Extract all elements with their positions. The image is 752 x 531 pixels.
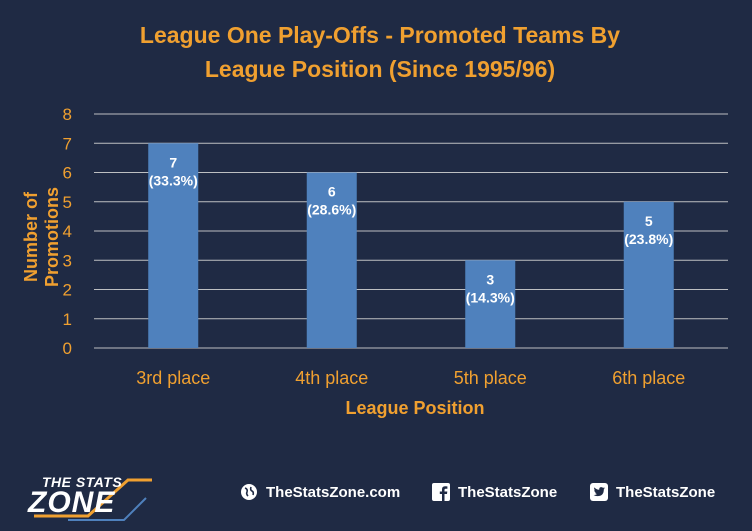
data-label-value: 3 [486, 271, 494, 287]
bar [306, 172, 357, 348]
x-tick-label: 3rd place [136, 368, 210, 388]
data-label-value: 5 [645, 213, 653, 229]
facebook-icon [432, 483, 450, 501]
facebook-link[interactable]: TheStatsZone [432, 482, 557, 502]
y-tick-label: 1 [63, 310, 72, 329]
logo-top-text: THE STATS [42, 474, 123, 490]
y-axis-label: Number of Promotions [21, 187, 62, 288]
x-tick-label: 5th place [454, 368, 527, 388]
y-tick-label: 8 [63, 105, 72, 124]
data-label-percent: (14.3%) [466, 289, 515, 305]
x-axis-label: League Position [345, 398, 485, 418]
website-link[interactable]: TheStatsZone.com [240, 482, 400, 502]
logo-swoosh-icon [34, 478, 152, 521]
chart-title-line-1: League One Play-Offs - Promoted Teams By [139, 22, 621, 48]
x-tick-label: 6th place [612, 368, 685, 388]
chart-title: League One Play-Offs - Promoted Teams By… [60, 18, 700, 86]
bar-chart: 0 1 2 3 4 5 6 7 8 7 (33.3%) 3rd place 6 (28.6%) 4th pl… [63, 105, 728, 388]
twitter-link[interactable]: TheStatsZone [590, 482, 715, 502]
data-label-value: 6 [328, 184, 336, 200]
y-tick-label: 4 [63, 222, 72, 241]
data-label-percent: (28.6%) [307, 202, 356, 218]
twitter-text: TheStatsZone [616, 483, 716, 501]
data-label-value: 7 [169, 154, 177, 170]
bar [148, 143, 199, 348]
y-tick-label: 7 [63, 134, 72, 153]
y-tick-label: 0 [63, 339, 72, 358]
stats-zone-logo: THE STATS ZONE [28, 472, 158, 522]
globe-icon [241, 484, 257, 500]
bar [623, 201, 674, 348]
data-label-percent: (33.3%) [149, 172, 198, 188]
y-tick-label: 6 [63, 164, 72, 183]
twitter-icon [590, 483, 608, 501]
chart-title-line-2: League Position (Since 1995/96) [204, 56, 556, 82]
website-text: TheStatsZone.com [266, 483, 401, 501]
facebook-text: TheStatsZone [458, 483, 558, 501]
bar [465, 260, 516, 348]
x-tick-label: 4th place [295, 368, 368, 388]
footer: THE STATS ZONE TheStatsZone.com TheStats… [0, 460, 752, 531]
data-label-percent: (23.8%) [624, 231, 673, 247]
y-tick-label: 2 [63, 281, 72, 300]
logo-main-text: ZONE [28, 486, 116, 519]
y-tick-label: 5 [63, 193, 72, 212]
y-tick-label: 3 [63, 251, 72, 270]
